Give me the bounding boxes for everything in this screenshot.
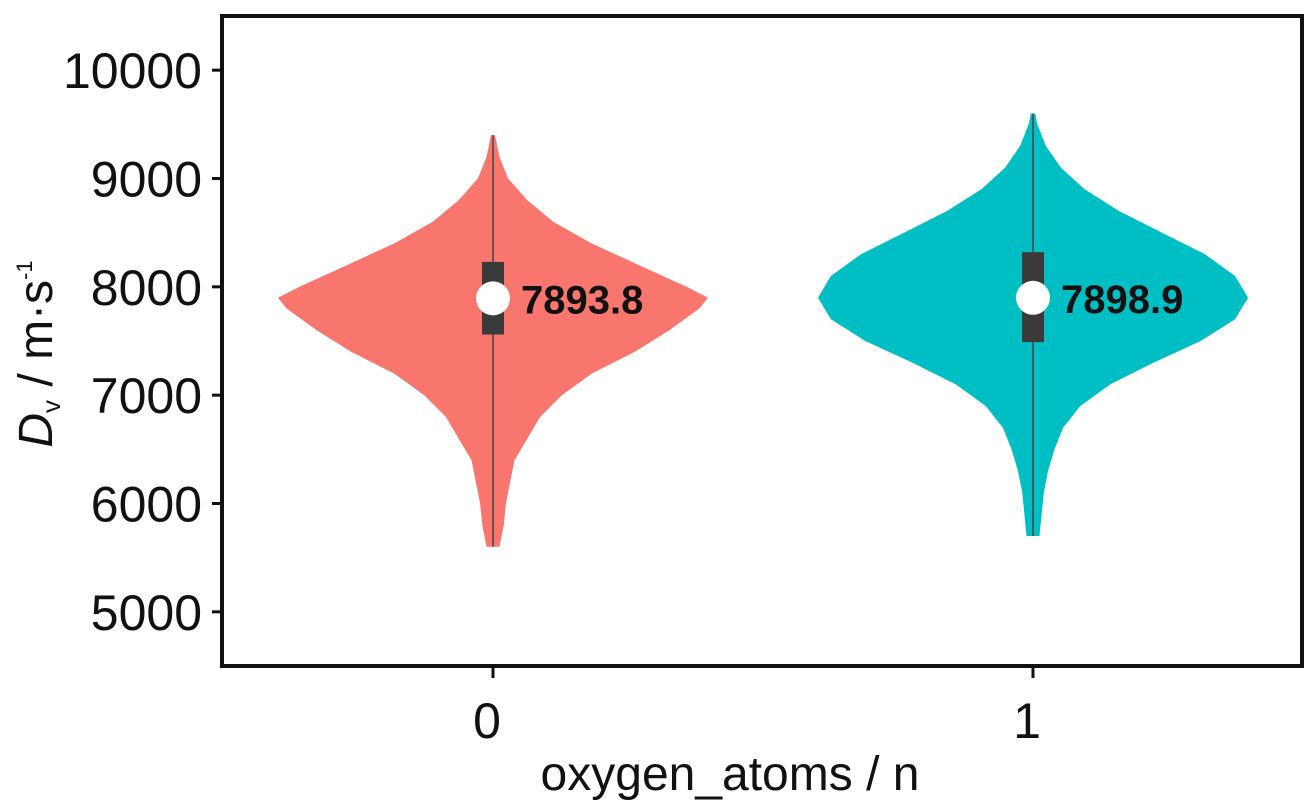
median-label: 7898.9 xyxy=(1061,278,1183,322)
y-axis-superscript: -1 xyxy=(12,260,37,280)
y-axis: 5000 6000 7000 8000 9000 10000 xyxy=(63,43,222,641)
y-tick-label: 9000 xyxy=(91,152,202,208)
median-point xyxy=(1016,280,1050,315)
violin-group: 7893.8 xyxy=(278,135,708,547)
median-point xyxy=(476,281,510,316)
median-label: 7893.8 xyxy=(521,278,643,322)
y-tick-label: 6000 xyxy=(91,477,202,533)
y-tick-label: 10000 xyxy=(63,43,202,99)
y-tick-label: 7000 xyxy=(91,368,202,424)
x-tick-label: 0 xyxy=(473,693,501,749)
x-axis-title: oxygen_atoms / n xyxy=(541,748,920,801)
violins-layer: 7893.8 7898.9 xyxy=(278,113,1248,547)
y-axis-title: Dv / m·s-1 xyxy=(10,260,66,447)
y-tick-label: 8000 xyxy=(91,260,202,316)
y-axis-unit: / m·s xyxy=(10,280,63,400)
plot-frame xyxy=(220,14,1304,668)
violin-group: 7898.9 xyxy=(818,113,1248,536)
y-tick-label: 5000 xyxy=(91,585,202,641)
y-axis-subscript: v xyxy=(36,400,66,413)
y-axis-symbol: D xyxy=(10,413,63,448)
x-tick-label: 1 xyxy=(1013,693,1041,749)
